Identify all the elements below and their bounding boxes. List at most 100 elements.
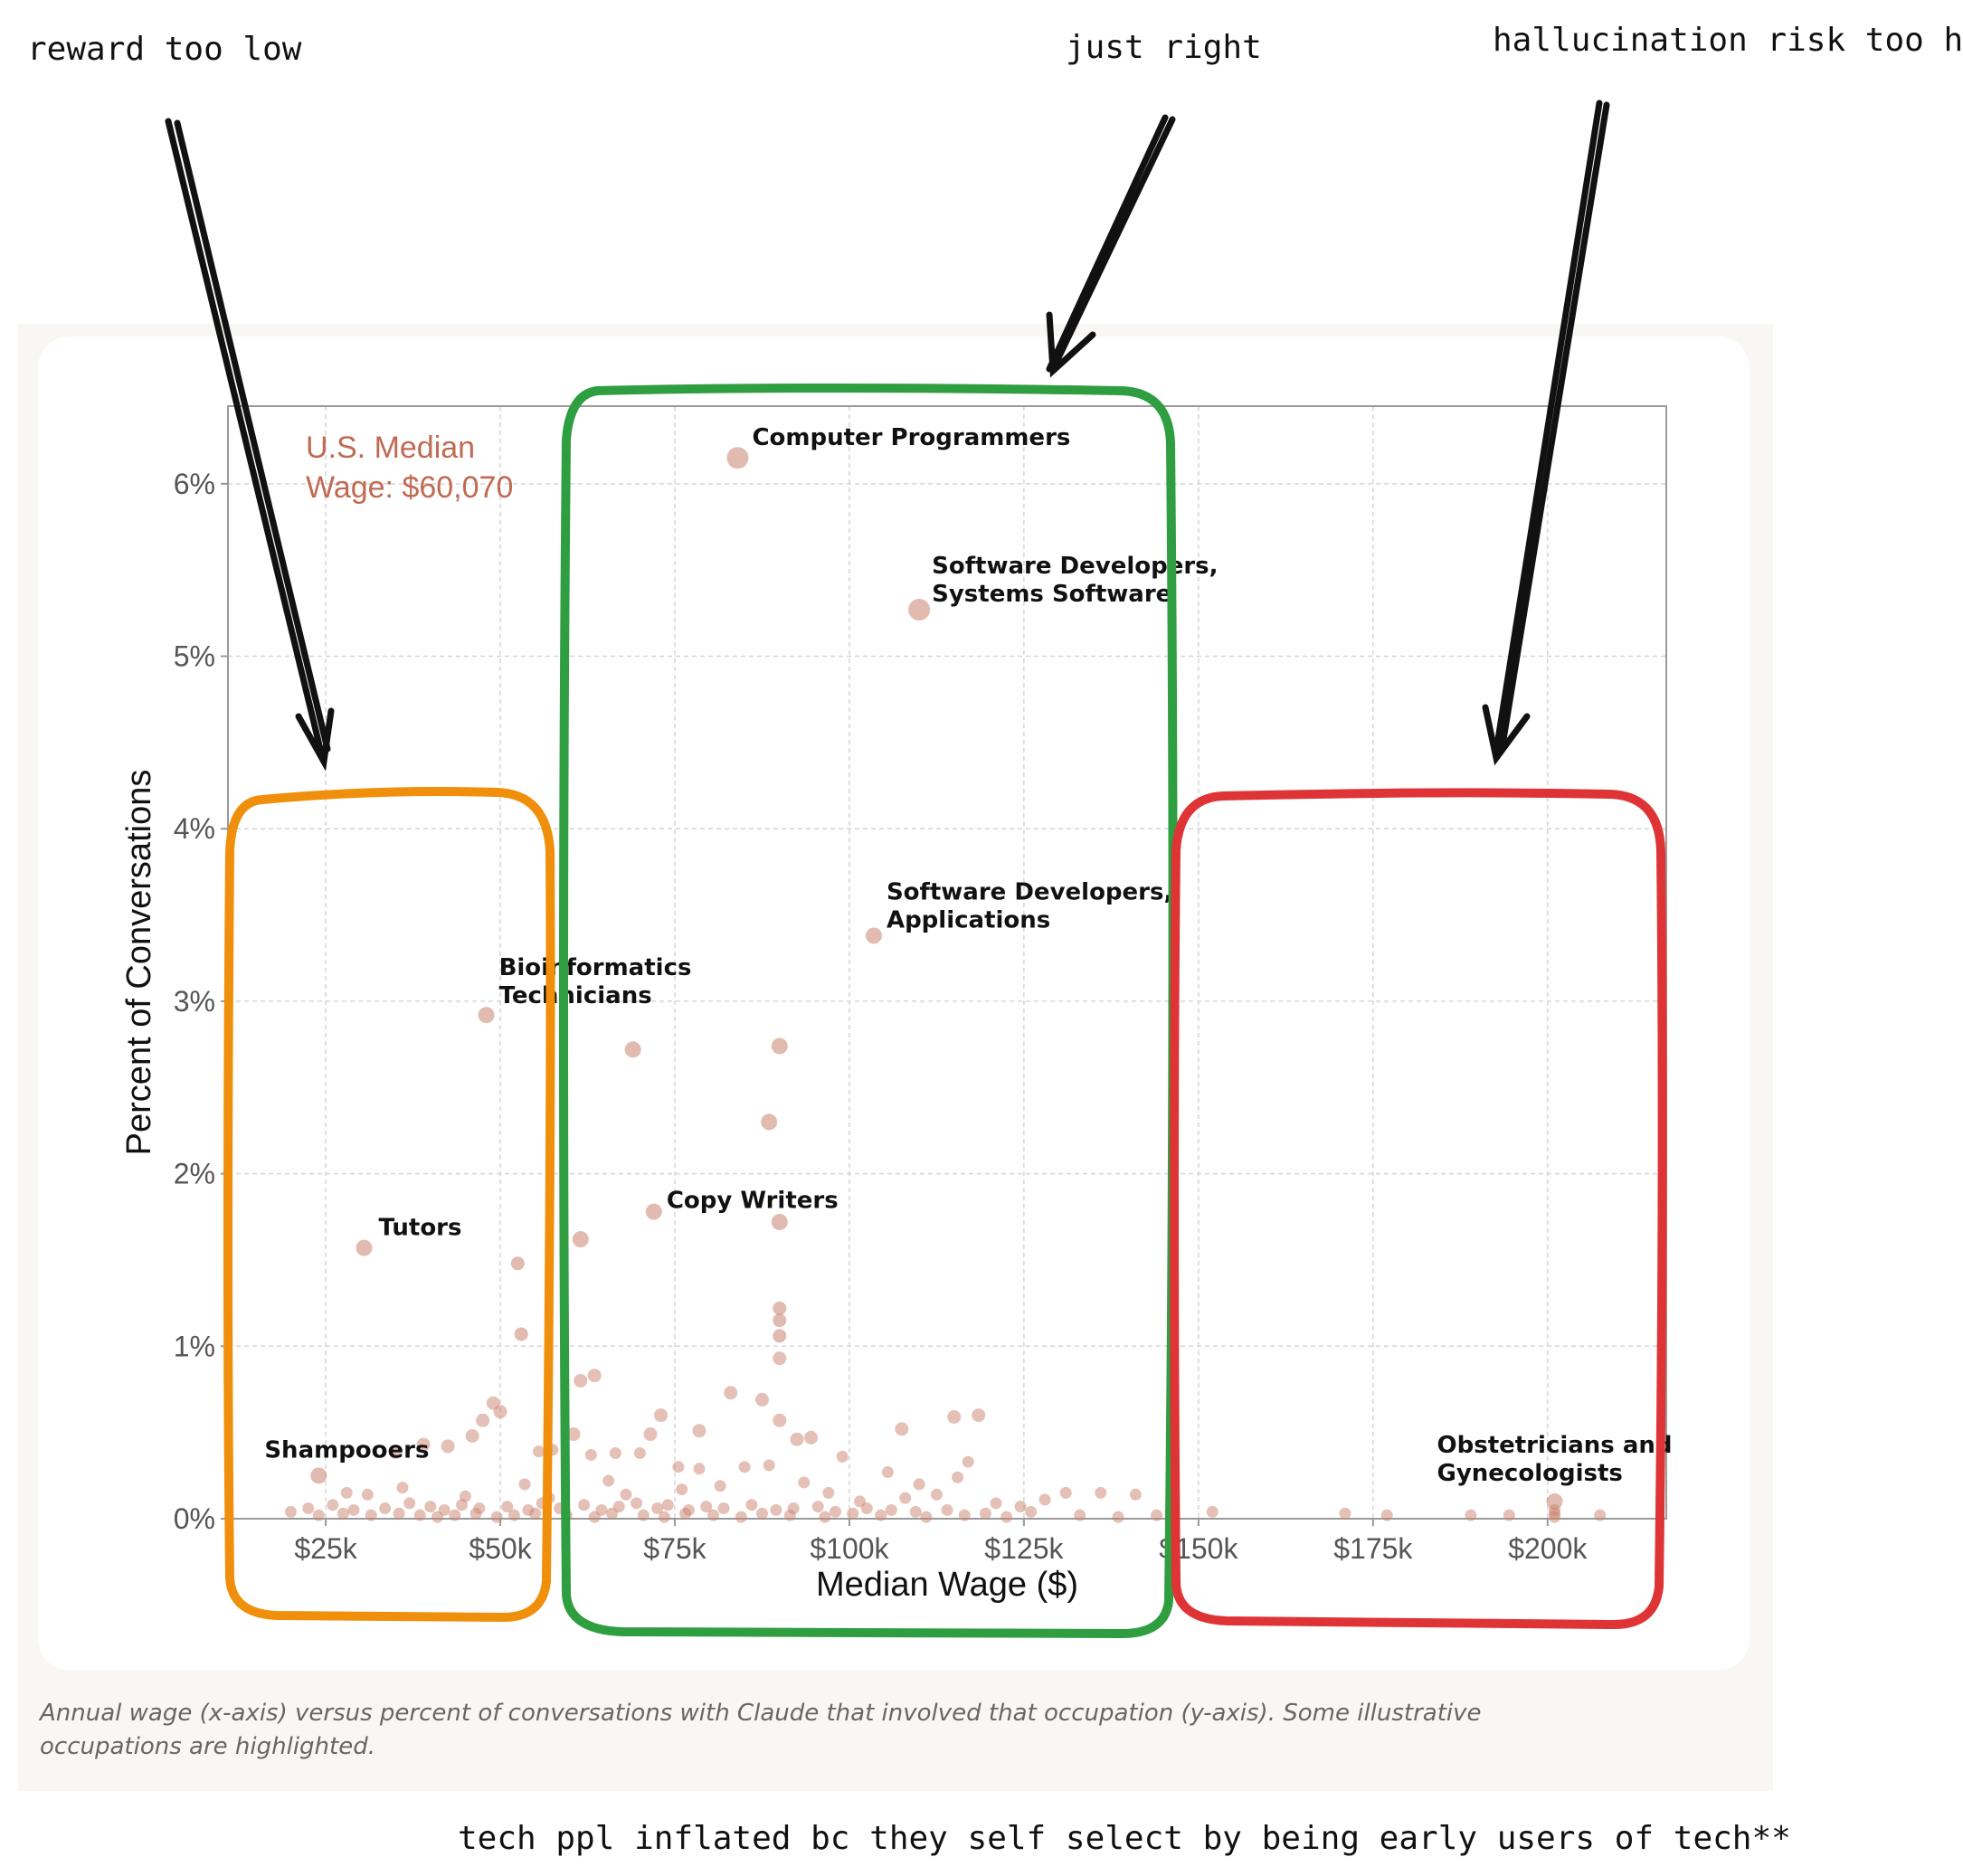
data-point <box>284 1505 297 1518</box>
data-point <box>771 1037 788 1055</box>
data-point <box>899 1492 912 1504</box>
data-point <box>979 1507 991 1520</box>
data-point <box>913 1478 925 1491</box>
data-point <box>1000 1511 1013 1523</box>
data-point <box>1038 1493 1051 1506</box>
data-point <box>661 1499 674 1511</box>
data-point <box>456 1499 469 1511</box>
x-tick-label: $50k <box>469 1532 532 1565</box>
highlighted-point <box>478 1007 495 1024</box>
y-tick-label: 3% <box>174 985 215 1018</box>
note-just-right: just right <box>1066 29 1262 66</box>
data-point <box>830 1505 842 1518</box>
data-point <box>822 1486 835 1499</box>
data-point <box>692 1424 706 1438</box>
data-point <box>302 1502 315 1515</box>
data-point <box>847 1507 859 1520</box>
data-point <box>1594 1509 1607 1521</box>
highlight-labels: Computer Programmers Software Developers,… <box>264 424 1672 1487</box>
highlighted-point <box>310 1467 327 1484</box>
data-point <box>745 1499 758 1511</box>
highlight-label: Copy Writers <box>667 1188 839 1215</box>
data-point <box>532 1445 545 1458</box>
data-point <box>566 1427 581 1442</box>
data-point <box>790 1432 804 1446</box>
arrow-middle <box>1046 114 1176 378</box>
data-point <box>1465 1509 1477 1521</box>
arrow-left <box>165 118 335 772</box>
data-point <box>770 1503 782 1516</box>
grid-lines <box>228 406 1666 1520</box>
data-point <box>819 1511 831 1523</box>
data-point <box>679 1507 692 1520</box>
data-point <box>327 1499 339 1511</box>
y-tick-label: 5% <box>174 640 215 673</box>
red-box <box>1170 788 1667 1629</box>
highlighted-point <box>908 599 931 621</box>
data-point <box>773 1413 787 1427</box>
x-tick-label: $25k <box>294 1532 357 1565</box>
data-point <box>361 1488 374 1501</box>
data-point <box>465 1428 479 1443</box>
data-point <box>393 1507 405 1520</box>
y-axis-title: Percent of Conversations <box>120 770 158 1156</box>
data-point <box>836 1450 849 1463</box>
data-point <box>396 1482 409 1494</box>
highlight-label: Software Developers, <box>887 878 1172 905</box>
data-point <box>895 1422 909 1436</box>
note-reward-too-low: reward too low <box>27 31 302 68</box>
highlight-label-line2: Systems Software <box>932 581 1171 608</box>
data-point <box>606 1507 619 1520</box>
data-point <box>518 1478 531 1491</box>
data-point <box>1025 1505 1038 1518</box>
data-point <box>493 1405 507 1419</box>
scatter-points <box>284 447 1607 1523</box>
data-point <box>771 1214 788 1230</box>
highlight-label-line2: Gynecologists <box>1437 1460 1623 1487</box>
data-point <box>714 1480 726 1492</box>
data-point <box>340 1486 353 1499</box>
data-point <box>651 1502 664 1515</box>
data-point <box>1151 1509 1163 1521</box>
data-point <box>811 1501 824 1513</box>
highlighted-point <box>356 1239 373 1256</box>
x-tick-label: $200k <box>1508 1532 1588 1565</box>
data-point <box>947 1409 962 1424</box>
caption-line1: Annual wage (x-axis) versus percent of c… <box>38 1700 1482 1727</box>
data-point <box>501 1501 514 1513</box>
x-tick-label: $100k <box>810 1532 889 1565</box>
data-point <box>476 1413 490 1427</box>
data-point <box>1059 1486 1072 1499</box>
highlight-label-line2: Technicians <box>499 982 652 1009</box>
data-point <box>930 1488 943 1501</box>
y-tick-label: 2% <box>174 1158 215 1190</box>
data-point <box>431 1511 444 1523</box>
data-point <box>572 1231 589 1248</box>
highlight-label: Obstetricians and <box>1437 1432 1673 1459</box>
arrow-right <box>1482 99 1610 766</box>
data-point <box>490 1511 503 1523</box>
note-tech-inflated: tech ppl inflated bc they self select by… <box>458 1820 1791 1857</box>
data-point <box>403 1497 416 1510</box>
data-point <box>676 1483 688 1496</box>
data-point <box>379 1502 392 1515</box>
data-point <box>658 1511 670 1523</box>
data-point <box>416 1437 431 1452</box>
y-tick-label: 4% <box>174 812 215 845</box>
data-point <box>754 1392 769 1407</box>
data-point <box>920 1511 933 1523</box>
data-point <box>763 1459 775 1472</box>
highlighted-point <box>726 447 749 469</box>
data-point <box>672 1461 685 1473</box>
data-point <box>312 1509 325 1521</box>
data-point <box>706 1509 719 1521</box>
data-point <box>643 1427 658 1442</box>
data-point <box>958 1509 971 1521</box>
data-point <box>529 1507 542 1520</box>
data-point <box>602 1474 615 1487</box>
data-point <box>881 1466 894 1479</box>
x-axis-title: Median Wage ($) <box>816 1566 1078 1604</box>
data-point <box>941 1503 953 1516</box>
data-point <box>860 1502 873 1515</box>
